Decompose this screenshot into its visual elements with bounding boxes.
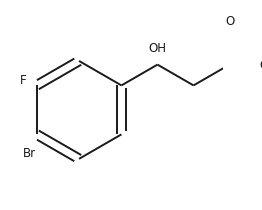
Text: OH: OH <box>259 59 262 72</box>
Text: O: O <box>225 16 234 29</box>
Text: OH: OH <box>149 42 166 55</box>
Text: Br: Br <box>23 147 36 160</box>
Text: F: F <box>20 74 27 87</box>
